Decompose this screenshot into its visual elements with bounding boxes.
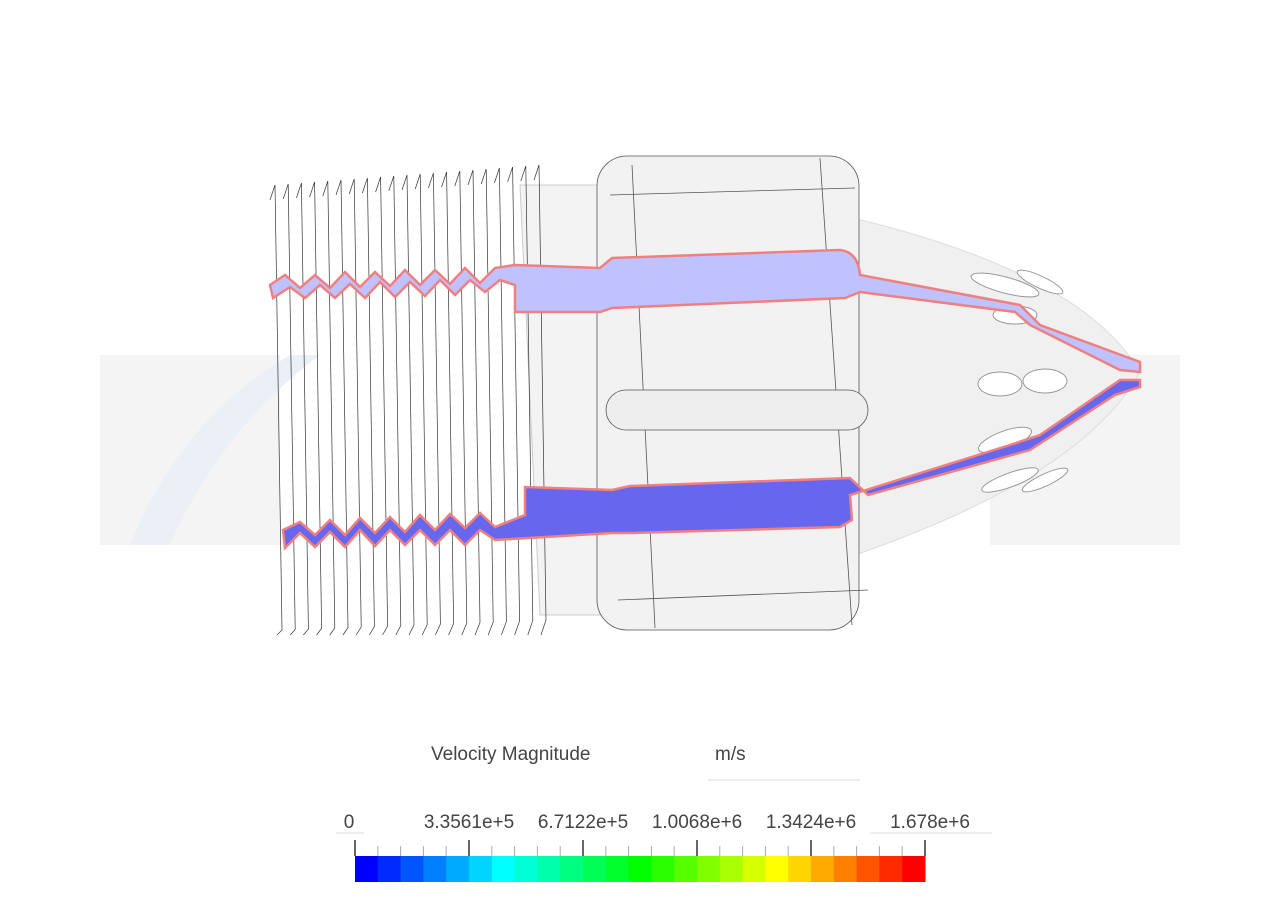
flow-channel	[268, 248, 1142, 551]
color-bar-ticks: 0 3.3561e+5 6.7122e+5 1.0068e+6 1.3424e+6 1.6…	[344, 812, 970, 856]
thread	[467, 169, 481, 636]
tick-label: 6.7122e+5	[538, 812, 628, 833]
thread	[269, 184, 283, 636]
threads	[269, 164, 547, 636]
color-segment	[765, 856, 789, 882]
color-segment	[628, 856, 652, 882]
color-segment	[583, 856, 607, 882]
color-segment	[605, 856, 630, 882]
thread	[401, 174, 415, 636]
color-segment	[902, 856, 926, 882]
tick-label: 3.3561e+5	[424, 812, 514, 833]
color-segment	[491, 856, 516, 882]
color-segment	[856, 856, 880, 882]
thread	[322, 180, 336, 636]
thread	[507, 166, 520, 636]
tick-label: 1.678e+6	[890, 812, 970, 833]
color-segment	[355, 856, 379, 882]
color-segment	[651, 856, 675, 882]
legend-title: Velocity Magnitude	[431, 744, 591, 765]
color-segment	[377, 856, 402, 882]
color-segment	[514, 856, 538, 882]
thread	[414, 173, 428, 636]
thread	[520, 165, 534, 636]
thread	[282, 183, 296, 636]
thread	[494, 167, 507, 636]
thread	[428, 172, 441, 636]
thread	[533, 164, 547, 636]
tick-label: 1.0068e+6	[652, 812, 742, 833]
color-segment	[423, 856, 447, 882]
thread	[335, 179, 349, 636]
color-segment	[560, 856, 584, 882]
color-segment	[400, 856, 424, 882]
thread	[296, 182, 309, 636]
thread	[441, 171, 454, 636]
hex-body	[596, 155, 869, 631]
thread	[388, 175, 402, 636]
color-segment	[742, 856, 766, 882]
color-bar	[355, 856, 926, 882]
color-segment	[788, 856, 812, 882]
thread	[480, 168, 494, 636]
thread	[309, 181, 322, 636]
color-segment	[719, 856, 744, 882]
color-segment	[674, 856, 698, 882]
color-segment	[811, 856, 835, 882]
color-segment	[833, 856, 858, 882]
legend: Velocity Magnitude m/s 0 3.3561e+5 6.7122e…	[336, 744, 992, 882]
color-segment	[537, 856, 561, 882]
thread	[454, 170, 468, 636]
thread	[348, 178, 362, 636]
color-segment	[697, 856, 721, 882]
color-segment	[446, 856, 470, 882]
thread	[375, 176, 388, 636]
tick-label: 0	[344, 812, 355, 833]
color-segment	[469, 856, 493, 882]
thread	[362, 177, 375, 636]
color-segment	[879, 856, 903, 882]
legend-unit: m/s	[715, 744, 746, 765]
tick-label: 1.3424e+6	[766, 812, 856, 833]
